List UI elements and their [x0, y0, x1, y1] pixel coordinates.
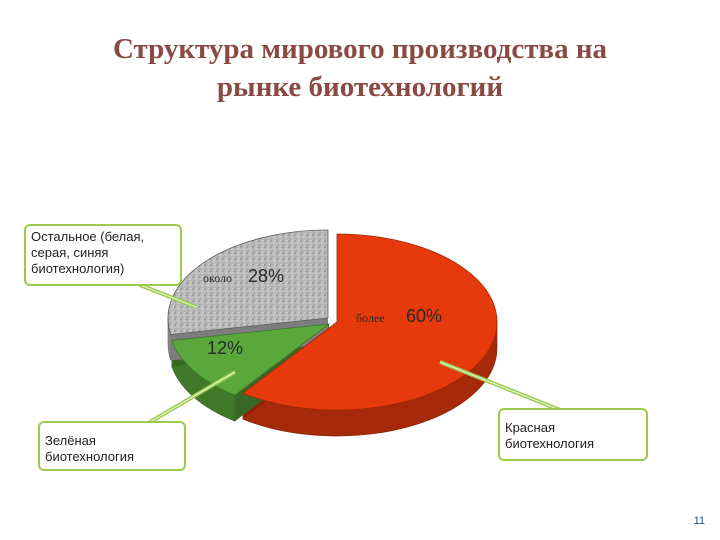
- slice-value-label-2: 28%: [248, 266, 284, 286]
- callout-red-line-1: Красная: [505, 420, 555, 435]
- pie-labels: более 60% 12% около 28%: [203, 266, 442, 358]
- slice-prefix-0: более: [356, 311, 385, 325]
- title-line-1: Структура мирового производства на: [112, 33, 608, 65]
- pie-slice-1: [171, 323, 331, 396]
- leader-core-other: [139, 284, 197, 308]
- callout-green-line-1: Зелёная: [45, 433, 96, 448]
- pie-tops: [167, 229, 498, 411]
- callout-red-line-2: биотехнология: [505, 436, 595, 451]
- leader-lines: [139, 283, 561, 424]
- slice-value-label-0: 60%: [406, 306, 442, 326]
- title-line-2: рынке биотехнологий: [216, 71, 504, 103]
- callout-other-biotech: Остальное (белая, серая, синяя биотехнол…: [24, 224, 182, 286]
- callout-other-line-1: Остальное (белая,: [31, 229, 145, 244]
- slice-prefix-2: около: [203, 271, 232, 285]
- leader-core-red: [439, 361, 561, 411]
- page-number: 11: [693, 515, 705, 527]
- pie-slice-0: [242, 233, 498, 411]
- callout-green-line-2: биотехнология: [45, 449, 135, 464]
- callout-other-line-3: биотехнология): [31, 261, 125, 276]
- callout-other-line-2: серая, синяя: [31, 245, 109, 260]
- slide-title: Структура мирового производства на рынке…: [40, 30, 680, 106]
- callout-red-biotech: Красная биотехнология: [498, 408, 648, 461]
- leader-core-green: [149, 371, 236, 423]
- slice-value-label-1: 12%: [207, 338, 243, 358]
- callout-green-biotech: Зелёная биотехнология: [38, 421, 186, 471]
- pie-slice-2: [167, 229, 329, 335]
